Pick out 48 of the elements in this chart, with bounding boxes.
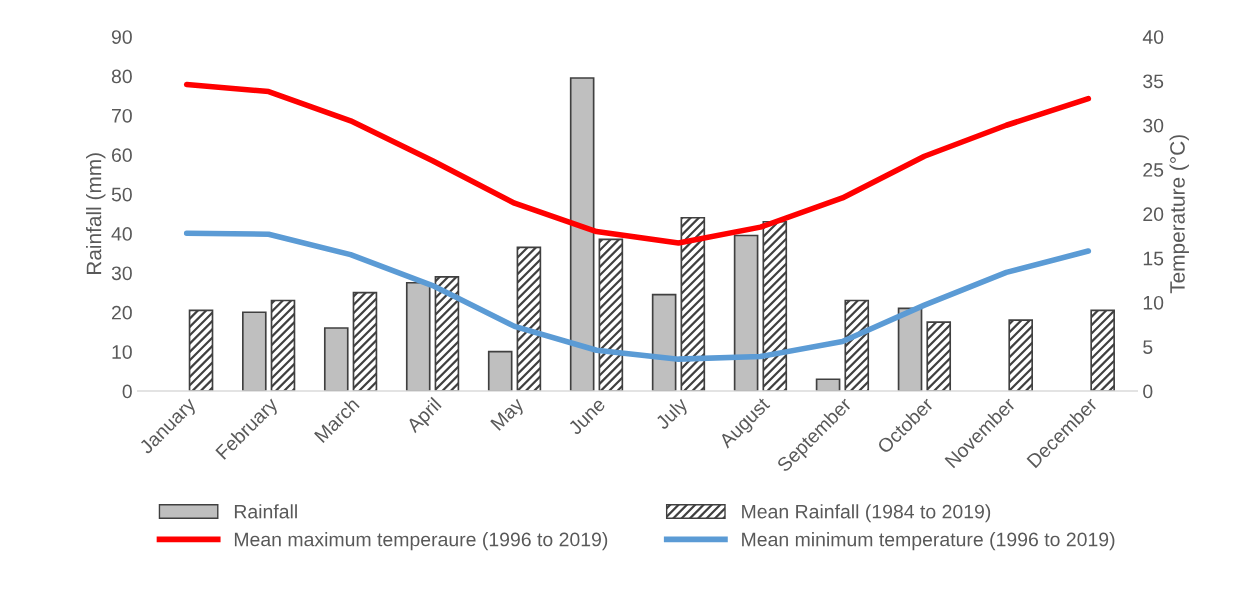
y-tick-label: 90 [111,30,132,44]
legend-label: Mean maximum temperaure (1996 to 2019) [234,532,608,551]
bar [241,311,267,392]
bar [733,234,759,392]
bar [434,276,460,392]
y-tick-label: 50 [111,187,132,202]
legend-label: Mean Rainfall (1984 to 2019) [742,504,991,523]
bar [897,307,923,392]
y-tick-label: 30 [111,266,132,281]
y2-tick-label: 15 [1143,251,1164,266]
y-tick-label: 80 [111,69,132,84]
bar [188,309,214,392]
legend-label: Mean minimum temperature (1996 to 2019) [742,532,1115,551]
bar [844,299,870,392]
y-tick-label: 0 [122,384,132,399]
x-tick-label: July [654,395,692,433]
y2-axis-title: Temperature (°C) [1169,135,1189,294]
x-tick-label: May [490,396,528,434]
bar [1008,319,1034,392]
y-tick-label: 60 [112,148,132,163]
bar [651,293,677,392]
bar [270,299,296,392]
y2-tick-label: 5 [1143,340,1153,354]
legend-label: Rainfall [234,504,297,519]
bar [352,291,378,392]
bar [1090,309,1115,392]
y-tick-label: 70 [112,108,132,123]
bar [487,350,513,392]
bar [815,378,841,392]
y2-tick-label: 35 [1143,74,1164,89]
y-tick-label: 20 [111,305,132,320]
bar [405,281,431,392]
bar [598,238,624,392]
y2-tick-label: 25 [1143,163,1164,177]
bar [516,246,542,392]
bar [926,321,952,392]
y2-tick-label: 20 [1143,207,1164,222]
y2-tick-label: 30 [1143,118,1164,133]
y2-tick-label: 10 [1143,295,1164,310]
y-tick-label: 10 [112,345,132,359]
bar [762,220,788,392]
bar [680,216,706,392]
y-axis-title: Rainfall (mm) [86,153,106,275]
y2-tick-label: 0 [1143,384,1153,399]
bar [323,327,349,392]
bar [569,77,595,392]
y2-tick-label: 40 [1142,30,1164,44]
y-tick-label: 40 [111,227,132,241]
